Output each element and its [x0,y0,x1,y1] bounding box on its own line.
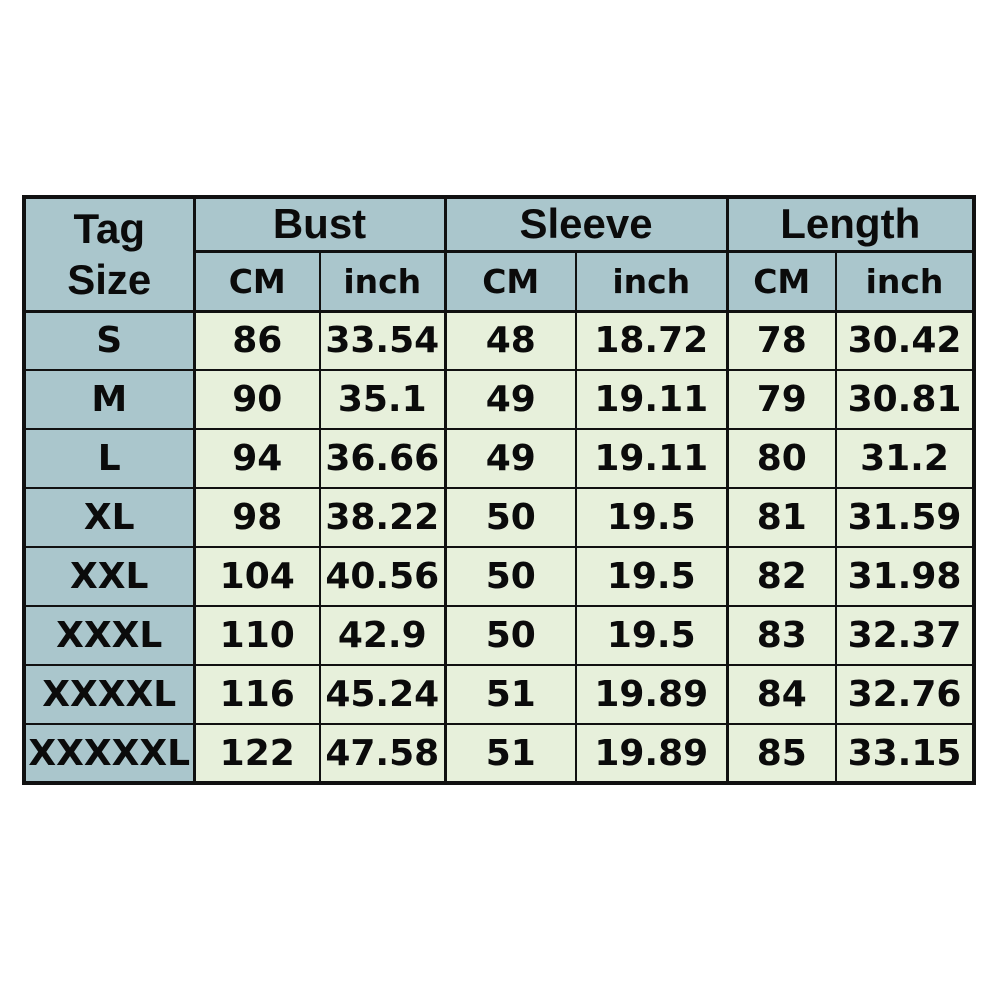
value-cell: 104 [192,546,321,607]
value-cell: 48 [443,310,577,371]
value-cell: 50 [443,546,577,607]
size-label: XXXL [23,605,195,666]
table-row-xl: XL 98 38.22 50 19.5 81 31.59 [23,487,975,548]
corner-header-line2: Size [67,256,152,304]
value-cell: 31.98 [835,546,975,607]
value-cell: 38.22 [319,487,446,548]
size-label: M [23,369,195,430]
value-cell: 98 [192,487,321,548]
corner-header-line1: Tag [73,205,146,253]
size-label: S [23,310,195,371]
subheader-sleeve-inch: inch [575,250,728,313]
size-label: XXL [23,546,195,607]
value-cell: 110 [192,605,321,666]
value-cell: 19.11 [575,428,728,489]
value-cell: 31.59 [835,487,975,548]
subheader-length-inch: inch [835,250,975,313]
group-header-bust: Bust [192,196,446,253]
size-chart-table: Tag Size Bust Sleeve Length CM inch CM i… [22,195,976,785]
value-cell: 36.66 [319,428,446,489]
value-cell: 42.9 [319,605,446,666]
table-row-m: M 90 35.1 49 19.11 79 30.81 [23,369,975,430]
size-chart-container: Tag Size Bust Sleeve Length CM inch CM i… [22,195,976,785]
value-cell: 19.89 [575,664,728,725]
group-header-sleeve: Sleeve [443,196,728,253]
size-label: L [23,428,195,489]
value-cell: 122 [192,723,321,784]
size-label: XXXXXL [23,723,195,784]
value-cell: 19.5 [575,487,728,548]
value-cell: 82 [725,546,837,607]
value-cell: 35.1 [319,369,446,430]
value-cell: 47.58 [319,723,446,784]
value-cell: 80 [725,428,837,489]
value-cell: 51 [443,723,577,784]
subheader-bust-cm: CM [192,250,321,313]
size-label: XXXXL [23,664,195,725]
value-cell: 19.5 [575,605,728,666]
value-cell: 30.42 [835,310,975,371]
subheader-row: CM inch CM inch CM inch [24,250,975,313]
value-cell: 78 [725,310,837,371]
value-cell: 86 [192,310,321,371]
value-cell: 49 [443,369,577,430]
value-cell: 33.54 [319,310,446,371]
group-header-row: Tag Size Bust Sleeve Length [23,196,975,313]
size-label: XL [23,487,195,548]
value-cell: 49 [443,428,577,489]
table-row-l: L 94 36.66 49 19.11 80 31.2 [23,428,975,489]
subheader-bust-inch: inch [319,250,446,313]
value-cell: 50 [443,605,577,666]
value-cell: 50 [443,487,577,548]
value-cell: 84 [725,664,837,725]
value-cell: 85 [725,723,837,784]
table-row-s: S 86 33.54 48 18.72 78 30.42 [23,310,975,371]
value-cell: 45.24 [319,664,446,725]
value-cell: 19.11 [575,369,728,430]
table-row-xxxxl: XXXXL 116 45.24 51 19.89 84 32.76 [23,664,975,725]
table-row-xxxxxl: XXXXXL 122 47.58 51 19.89 85 33.15 [23,723,975,784]
value-cell: 81 [725,487,837,548]
value-cell: 90 [192,369,321,430]
value-cell: 19.5 [575,546,728,607]
value-cell: 30.81 [835,369,975,430]
value-cell: 51 [443,664,577,725]
table-row-xxxl: XXXL 110 42.9 50 19.5 83 32.37 [23,605,975,666]
value-cell: 79 [725,369,837,430]
table-row-xxl: XXL 104 40.56 50 19.5 82 31.98 [23,546,975,607]
value-cell: 33.15 [835,723,975,784]
value-cell: 32.76 [835,664,975,725]
group-header-length: Length [725,196,975,253]
value-cell: 31.2 [835,428,975,489]
subheader-length-cm: CM [725,250,837,313]
value-cell: 32.37 [835,605,975,666]
value-cell: 19.89 [575,723,728,784]
value-cell: 94 [192,428,321,489]
subheader-sleeve-cm: CM [443,250,577,313]
value-cell: 40.56 [319,546,446,607]
value-cell: 116 [192,664,321,725]
value-cell: 83 [725,605,837,666]
value-cell: 18.72 [575,310,728,371]
corner-header-tag-size: Tag Size [23,196,195,313]
